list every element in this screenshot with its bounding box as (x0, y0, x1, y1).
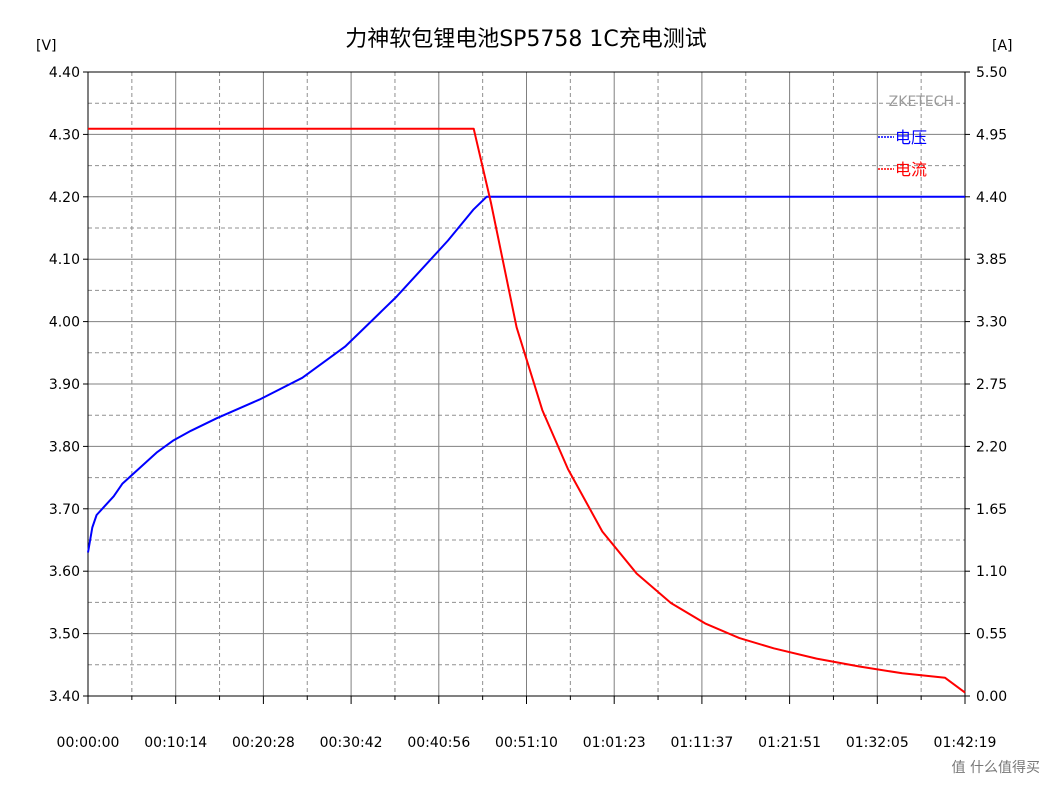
y-left-tick-label: 3.40 (49, 689, 80, 705)
y-left-tick-label: 3.50 (49, 627, 80, 643)
x-tick-label: 00:30:42 (320, 735, 383, 751)
y-left-unit: [V] (36, 38, 57, 54)
x-tick-label: 00:40:56 (407, 735, 470, 751)
series (87, 127, 966, 694)
legend-label-1: 电流 (895, 160, 927, 179)
grid (88, 72, 965, 696)
y-left-tick-label: 4.00 (49, 315, 80, 331)
y-left-tick-label: 4.20 (49, 190, 80, 206)
y-right-tick-label: 4.95 (976, 127, 1007, 143)
x-tick-label: 00:20:28 (232, 735, 295, 751)
y-right-tick-label: 0.55 (976, 627, 1007, 643)
y-right-tick-label: 3.30 (976, 315, 1007, 331)
y-right-tick-label: 5.50 (976, 65, 1007, 81)
y-right-tick-label: 1.10 (976, 564, 1007, 580)
x-tick-label: 01:11:37 (670, 735, 733, 751)
y-right-tick-label: 2.75 (976, 377, 1007, 393)
watermark: 值 什么值得买 (952, 759, 1040, 776)
y-right-tick-label: 4.40 (976, 190, 1007, 206)
x-tick-label: 01:32:05 (846, 735, 909, 751)
y-left-tick-label: 4.10 (49, 252, 80, 268)
y-left-tick-label: 4.30 (49, 127, 80, 143)
series-line-1 (88, 127, 966, 694)
x-tick-label: 00:10:14 (144, 735, 207, 751)
x-tick-label: 01:01:23 (583, 735, 646, 751)
y-left-tick-label: 4.40 (49, 65, 80, 81)
y-right-tick-label: 1.65 (976, 502, 1007, 518)
y-right-tick-label: 3.85 (976, 252, 1007, 268)
y-right-tick-label: 0.00 (976, 689, 1007, 705)
series-line-0 (87, 195, 965, 553)
y-left-tick-label: 3.80 (49, 439, 80, 455)
x-tick-label: 01:42:19 (934, 735, 997, 751)
chart-title: 力神软包锂电池SP5758 1C充电测试 (345, 27, 707, 52)
brand-label: ZKETECH (889, 94, 954, 110)
y-right-unit: [A] (992, 38, 1013, 54)
legend-label-0: 电压 (895, 128, 927, 147)
y-right-tick-label: 2.20 (976, 439, 1007, 455)
y-left-tick-label: 3.70 (49, 502, 80, 518)
x-tick-label: 00:51:10 (495, 735, 558, 751)
x-tick-label: 01:21:51 (758, 735, 821, 751)
y-left-tick-label: 3.60 (49, 564, 80, 580)
x-tick-label: 00:00:00 (57, 735, 120, 751)
y-left-tick-label: 3.90 (49, 377, 80, 393)
axis-ticks: 4.40 4.30 4.20 4.10 4.00 3.90 3.80 3.70 3.60 3.50… (49, 65, 1007, 751)
